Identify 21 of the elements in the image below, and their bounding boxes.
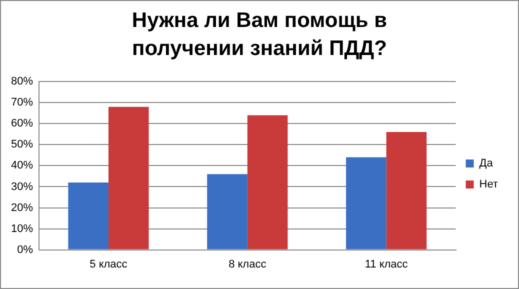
y-tick-label: 80% [10, 76, 34, 88]
bar [68, 182, 108, 250]
y-tick-label: 0% [17, 244, 34, 256]
x-tick-label: 5 класс [90, 258, 128, 270]
y-tick-label: 60% [10, 118, 34, 130]
bar [346, 157, 386, 250]
bar [386, 132, 427, 250]
y-tick-label: 50% [10, 138, 34, 151]
legend-label: Да [479, 158, 494, 170]
x-tick-label: 8 класс [228, 258, 267, 270]
chart-title: Нужна ли Вам помощь в получении знаний ПДД? [130, 8, 388, 62]
legend-label: Нет [479, 178, 498, 191]
bar [108, 106, 149, 250]
y-tick-label: 20% [10, 202, 34, 214]
bar [207, 174, 248, 250]
y-tick-label: 30% [10, 180, 34, 193]
y-tick-label: 10% [10, 222, 34, 235]
y-tick-label: 40% [10, 160, 34, 172]
bar [247, 115, 288, 250]
y-tick-label: 70% [10, 96, 34, 109]
x-tick-label: 11 класс [364, 258, 408, 270]
